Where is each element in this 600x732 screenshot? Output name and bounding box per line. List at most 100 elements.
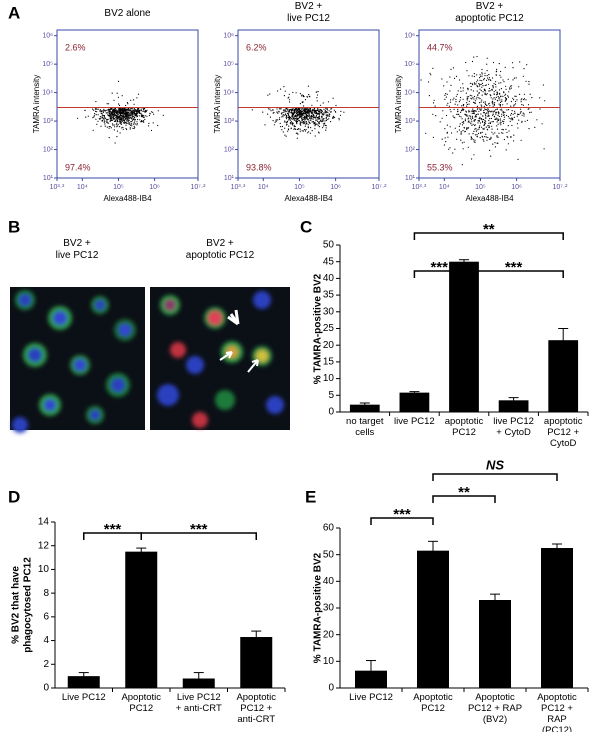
event-dot — [488, 110, 490, 112]
event-dot — [322, 118, 324, 120]
event-dot — [485, 126, 487, 128]
event-dot — [507, 95, 509, 97]
event-dot — [267, 108, 270, 110]
event-dot — [469, 115, 472, 117]
event-dot — [488, 115, 490, 117]
event-dot — [95, 108, 97, 110]
event-dot — [481, 86, 483, 88]
event-dot — [284, 127, 286, 129]
event-dot — [303, 105, 305, 107]
event-dot — [128, 112, 130, 114]
event-dot — [297, 133, 299, 135]
event-dot — [119, 113, 121, 115]
y-tick-label: 0 — [328, 683, 334, 694]
event-dot — [500, 76, 502, 78]
event-dot — [295, 120, 297, 122]
x-axis-label: Alexa488-IB4 — [465, 194, 514, 203]
event-dot — [518, 86, 520, 88]
event-dot — [299, 123, 301, 125]
event-dot — [128, 109, 130, 111]
event-dot — [162, 114, 164, 116]
event-dot — [290, 127, 292, 129]
event-dot — [465, 111, 467, 113]
event-dot — [296, 123, 298, 125]
event-dot — [317, 108, 319, 110]
event-dot — [297, 118, 299, 120]
event-dot — [453, 77, 456, 79]
event-dot — [288, 115, 290, 117]
event-dot — [462, 103, 465, 106]
event-dot — [502, 122, 505, 124]
event-dot — [283, 109, 285, 111]
event-dot — [300, 109, 302, 111]
event-dot — [507, 125, 509, 127]
event-dot — [486, 93, 488, 95]
event-dot — [110, 115, 112, 118]
event-dot — [520, 101, 522, 103]
event-dot — [339, 114, 342, 116]
event-dot — [466, 99, 468, 101]
event-dot — [484, 101, 486, 103]
event-dot — [283, 95, 285, 97]
event-dot — [466, 103, 468, 106]
event-dot — [307, 115, 309, 117]
event-dot — [526, 119, 529, 121]
event-dot — [120, 119, 122, 121]
event-dot — [277, 90, 279, 92]
event-dot — [483, 112, 485, 114]
event-dot — [114, 109, 116, 111]
event-dot — [142, 116, 144, 118]
event-dot — [471, 124, 473, 126]
event-dot — [461, 124, 464, 126]
event-dot — [460, 87, 462, 89]
event-dot — [485, 112, 488, 114]
event-dot — [472, 84, 474, 86]
event-dot — [494, 142, 496, 144]
event-dot — [313, 116, 315, 119]
x-tick-label: 10⁶ — [511, 184, 522, 191]
event-dot — [125, 116, 127, 118]
event-dot — [505, 128, 507, 130]
event-dot — [476, 74, 478, 76]
event-dot — [466, 114, 468, 116]
event-dot — [134, 118, 136, 120]
y-tick-label: 40 — [323, 576, 335, 587]
event-dot — [150, 129, 153, 132]
event-dot — [316, 109, 318, 112]
event-dot — [112, 113, 114, 115]
event-dot — [278, 111, 280, 113]
event-dot — [323, 108, 325, 110]
error-bar — [136, 547, 147, 556]
event-dot — [322, 123, 324, 125]
event-dot — [449, 76, 451, 78]
event-dot — [464, 120, 466, 122]
event-dot — [307, 85, 309, 87]
event-dot — [501, 100, 503, 103]
event-dot — [541, 123, 543, 125]
event-dot — [310, 117, 312, 119]
event-dot — [484, 122, 487, 124]
event-dot — [296, 137, 298, 139]
event-dot — [476, 135, 478, 137]
event-dot — [470, 97, 472, 99]
event-dot — [504, 97, 506, 99]
event-dot — [291, 110, 293, 112]
micrograph-apoptotic — [150, 287, 290, 430]
event-dot — [127, 103, 129, 105]
event-dot — [117, 96, 120, 98]
event-dot — [295, 111, 297, 113]
event-dot — [111, 119, 113, 122]
event-dot — [467, 146, 469, 148]
event-dot — [507, 78, 509, 80]
event-dot — [332, 97, 334, 99]
event-dot — [499, 101, 502, 103]
event-dot — [309, 132, 311, 134]
event-dot — [95, 114, 97, 116]
bar — [125, 551, 158, 688]
y-tick-label: 12 — [38, 540, 50, 551]
event-dot — [288, 113, 290, 115]
event-dot — [454, 103, 456, 105]
event-dot — [450, 99, 452, 101]
event-dot — [497, 100, 499, 102]
event-dot — [520, 99, 522, 101]
